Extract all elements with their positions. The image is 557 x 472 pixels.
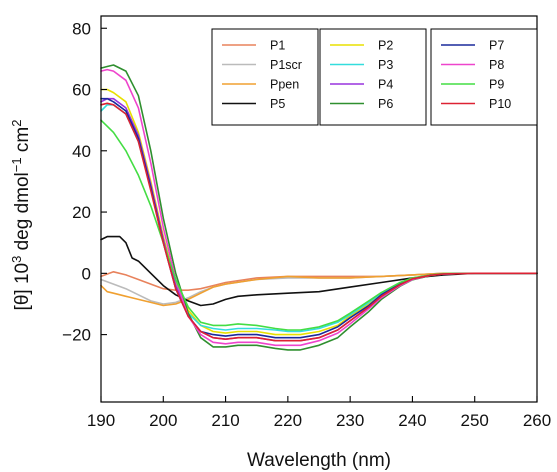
y-tick-label: 0 [82,264,91,283]
legend-label-p7: P7 [489,39,504,53]
legend-label-p8: P8 [489,58,504,72]
y-axis-title-space: cm [12,127,33,158]
legend-box [430,28,538,126]
y-axis-title-exp2: −1 [9,157,24,172]
legend: P1 P1scr Ppen P5 P2 P3 P4 P6 P7 P8 P9 P10 [211,28,538,126]
plot-frame [100,15,538,403]
x-axis-title: Wavelength (nm) [247,450,391,471]
y-tick-label: 40 [72,142,91,161]
legend-box [319,28,427,126]
y-tick-label: 20 [72,203,91,222]
x-tick-label: 200 [149,411,177,430]
legend-label-p2: P2 [378,39,393,53]
y-axis-title-exp3: 2 [9,120,24,127]
series-line-ppen [100,272,538,307]
y-tick-label: −20 [62,326,91,345]
legend-box [211,28,319,126]
y-tick-label: 80 [72,19,91,38]
legend-label-p1scr: P1scr [270,58,302,72]
series-line-p5 [100,235,538,307]
legend-label-p4: P4 [378,78,393,92]
x-tick-label: 230 [336,411,364,430]
x-tick-label: 220 [274,411,302,430]
legend-label-p5: P5 [270,97,285,111]
y-axis-title: [θ] 103 deg dmol−1 cm2 [9,120,34,311]
series-line-p10 [100,102,538,342]
series-line-p9 [100,119,538,331]
x-tick-label: 260 [523,411,551,430]
legend-label-p9: P9 [489,78,504,92]
legend-label-p10: P10 [489,97,511,111]
x-tick-label: 240 [398,411,426,430]
x-tick-label: 190 [87,411,115,430]
x-tick-label: 250 [461,411,489,430]
legend-label-p6: P6 [378,97,393,111]
y-axis: −20 0 20 40 60 80 [62,19,107,345]
y-axis-title-exp1: 3 [9,256,24,263]
legend-label-p3: P3 [378,58,393,72]
y-tick-label: 60 [72,81,91,100]
y-axis-title-prefix: [θ] 10 [12,263,33,311]
y-axis-title-middle: deg dmol [12,172,33,255]
legend-label-ppen: Ppen [270,78,299,92]
legend-label-p1: P1 [270,39,285,53]
series-layer [100,64,538,351]
x-tick-label: 210 [211,411,239,430]
x-axis: 190 200 210 220 230 240 250 260 [87,396,551,430]
